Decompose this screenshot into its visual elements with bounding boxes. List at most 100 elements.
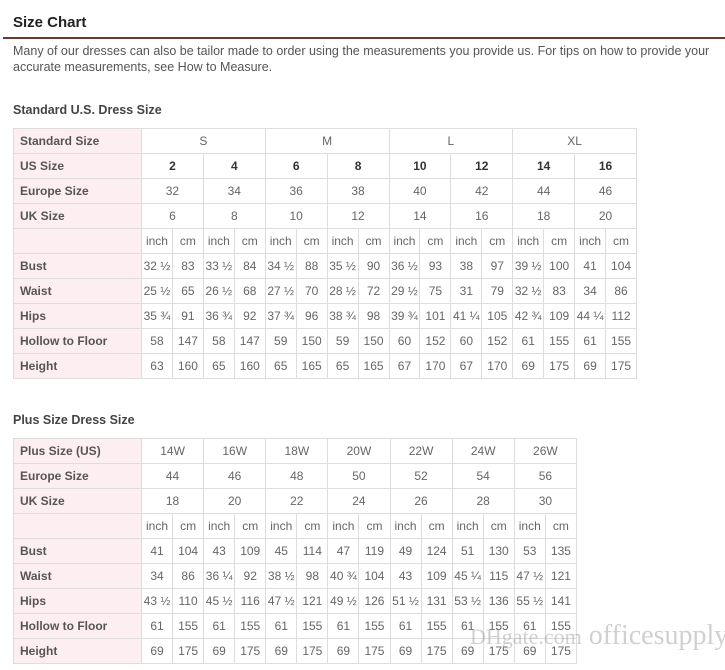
unit-inch: inch [513, 513, 546, 539]
measurement-cell: 175 [296, 638, 329, 664]
measurement-cell: 115 [482, 563, 515, 589]
measurement-cell: 63 [141, 353, 173, 379]
measurement-cell: 155 [605, 328, 637, 354]
measurement-cell: 69 [203, 638, 236, 664]
row-label: Height [13, 353, 142, 379]
measurement-cell: 131 [420, 588, 453, 614]
measurement-cell: 121 [296, 588, 329, 614]
uk-size-cell: 22 [265, 488, 329, 514]
measurement-cell: 61 [327, 613, 360, 639]
measurement-row: Height 63 160 65 160 65 165 65 165 67 170 67 170 69 17… [13, 353, 637, 379]
uk-size-cell: 12 [326, 203, 390, 229]
unit-inch: inch [512, 228, 545, 254]
measurement-cell: 175 [358, 638, 391, 664]
measurement-cell: 32 ½ [512, 278, 545, 304]
measurement-cell: 124 [420, 538, 453, 564]
uk-size-cell: 18 [512, 203, 576, 229]
europe-size-cell: 44 [512, 178, 576, 204]
uk-size-cell: 10 [264, 203, 328, 229]
row-label: UK Size [13, 488, 142, 514]
measurement-cell: 42 ¾ [512, 303, 545, 329]
unit-inch: inch [450, 228, 483, 254]
measurement-cell: 61 [574, 328, 607, 354]
unit-cm: cm [296, 513, 329, 539]
measurement-cell: 147 [233, 328, 266, 354]
measurement-cell: 104 [605, 253, 637, 279]
unit-inch: inch [203, 513, 236, 539]
measurement-cell: 35 ¾ [141, 303, 173, 329]
size-cell: 14W [140, 438, 205, 464]
europe-size-cell: 48 [265, 463, 329, 489]
measurement-cell: 147 [171, 328, 204, 354]
europe-size-cell: 50 [327, 463, 391, 489]
us-size-cell: 2 [141, 153, 204, 179]
row-label: Europe Size [13, 463, 142, 489]
measurement-cell: 165 [295, 353, 328, 379]
row-label: Plus Size (US) [13, 438, 142, 464]
title-divider [3, 37, 725, 39]
measurement-cell: 170 [481, 353, 514, 379]
measurement-cell: 175 [605, 353, 637, 379]
measurement-cell: 61 [203, 613, 236, 639]
unit-cm: cm [420, 513, 453, 539]
measurement-cell: 28 ½ [326, 278, 359, 304]
measurement-cell: 34 [574, 278, 607, 304]
measurement-cell: 45 [265, 538, 298, 564]
measurement-cell: 45 ½ [203, 588, 236, 614]
measurement-cell: 175 [543, 353, 576, 379]
row-label: Bust [13, 538, 142, 564]
uk-size-cell: 24 [327, 488, 391, 514]
plus-size-table: Plus Size (US) 14W 16W 18W 20W 22W 24W 26W Europ… [13, 438, 578, 664]
measurement-cell: 58 [202, 328, 235, 354]
measurement-cell: 79 [481, 278, 514, 304]
size-row: Standard Size S M L XL [13, 128, 637, 154]
measurement-cell: 38 ¾ [326, 303, 359, 329]
measurement-cell: 155 [482, 613, 515, 639]
measurement-cell: 44 ¼ [574, 303, 607, 329]
measurement-cell: 101 [419, 303, 452, 329]
us-size-cell: 8 [326, 153, 390, 179]
uk-size-cell: 26 [389, 488, 453, 514]
row-label: Bust [13, 253, 142, 279]
us-size-cell: 6 [264, 153, 328, 179]
measurement-cell: 69 [574, 353, 607, 379]
row-label: Standard Size [13, 128, 142, 154]
measurement-cell: 100 [543, 253, 576, 279]
unit-cm: cm [358, 513, 391, 539]
measurement-cell: 155 [420, 613, 453, 639]
row-label: Hips [13, 303, 142, 329]
row-label: Hollow to Floor [13, 328, 142, 354]
measurement-cell: 152 [419, 328, 452, 354]
unit-inch: inch [451, 513, 484, 539]
unit-inch: inch [140, 513, 174, 539]
size-cell: 20W [327, 438, 391, 464]
measurement-cell: 152 [481, 328, 514, 354]
measurement-cell: 126 [358, 588, 391, 614]
measurement-cell: 104 [358, 563, 391, 589]
us-size-cell: 4 [202, 153, 266, 179]
unit-cm: cm [233, 228, 266, 254]
size-cell: S [141, 128, 266, 154]
us-size-cell: 14 [512, 153, 576, 179]
europe-size-cell: 56 [513, 463, 578, 489]
measurement-cell: 155 [358, 613, 391, 639]
unit-inch: inch [265, 513, 298, 539]
measurement-cell: 150 [357, 328, 390, 354]
unit-inch: inch [202, 228, 235, 254]
measurement-cell: 29 ½ [388, 278, 421, 304]
unit-cm: cm [295, 228, 328, 254]
measurement-cell: 114 [296, 538, 329, 564]
measurement-cell: 65 [171, 278, 204, 304]
measurement-cell: 86 [172, 563, 205, 589]
measurement-cell: 83 [171, 253, 204, 279]
intro-text: Many of our dresses can also be tailor m… [13, 44, 710, 74]
measurement-cell: 175 [544, 638, 578, 664]
measurement-cell: 65 [326, 353, 359, 379]
plus-heading: Plus Size Dress Size [13, 413, 135, 427]
measurement-cell: 112 [605, 303, 637, 329]
size-row: Plus Size (US) 14W 16W 18W 20W 22W 24W 26W [13, 438, 578, 464]
unit-inch: inch [327, 513, 360, 539]
uk-size-cell: 16 [450, 203, 514, 229]
measurement-cell: 31 [450, 278, 483, 304]
